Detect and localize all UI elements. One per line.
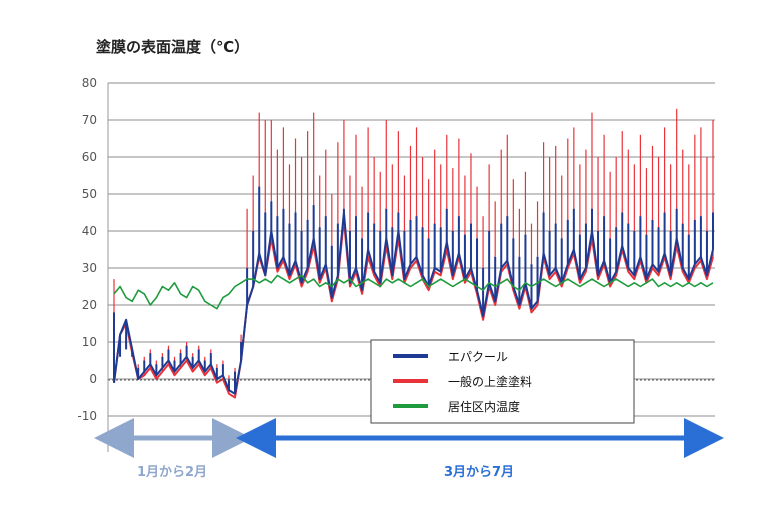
legend-label-epacool: エパクール xyxy=(448,350,508,364)
y-tick-label: 30 xyxy=(82,261,97,275)
chart-title: 塗膜の表面温度（℃） xyxy=(96,38,249,56)
y-tick-label: 70 xyxy=(82,113,97,127)
y-tick-label: 0 xyxy=(89,372,97,386)
y-tick-label: 80 xyxy=(82,76,97,90)
y-tick-label: 40 xyxy=(82,224,97,238)
legend: エパクール 一般の上塗塗料 居住区内温度 xyxy=(370,339,635,424)
legend-label-indoor: 居住区内温度 xyxy=(448,399,520,414)
series-2 xyxy=(113,274,714,310)
legend-label-general: 一般の上塗塗料 xyxy=(448,374,532,389)
y-tick-label: 20 xyxy=(82,298,97,312)
y-tick-label: -10 xyxy=(77,409,97,423)
series-layer xyxy=(113,108,714,399)
series-0-line xyxy=(113,211,714,395)
y-axis-ticks: 80 70 60 50 40 30 20 10 0 -10 xyxy=(77,76,97,423)
y-tick-label: 10 xyxy=(82,335,97,349)
y-tick-label: 60 xyxy=(82,150,97,164)
y-tick-label: 50 xyxy=(82,187,97,201)
series-2-line xyxy=(113,274,714,310)
period-label-jan-feb: 1月から2月 xyxy=(137,465,207,480)
series-0 xyxy=(113,186,714,395)
period-label-mar-jul: 3月から7月 xyxy=(444,465,514,480)
